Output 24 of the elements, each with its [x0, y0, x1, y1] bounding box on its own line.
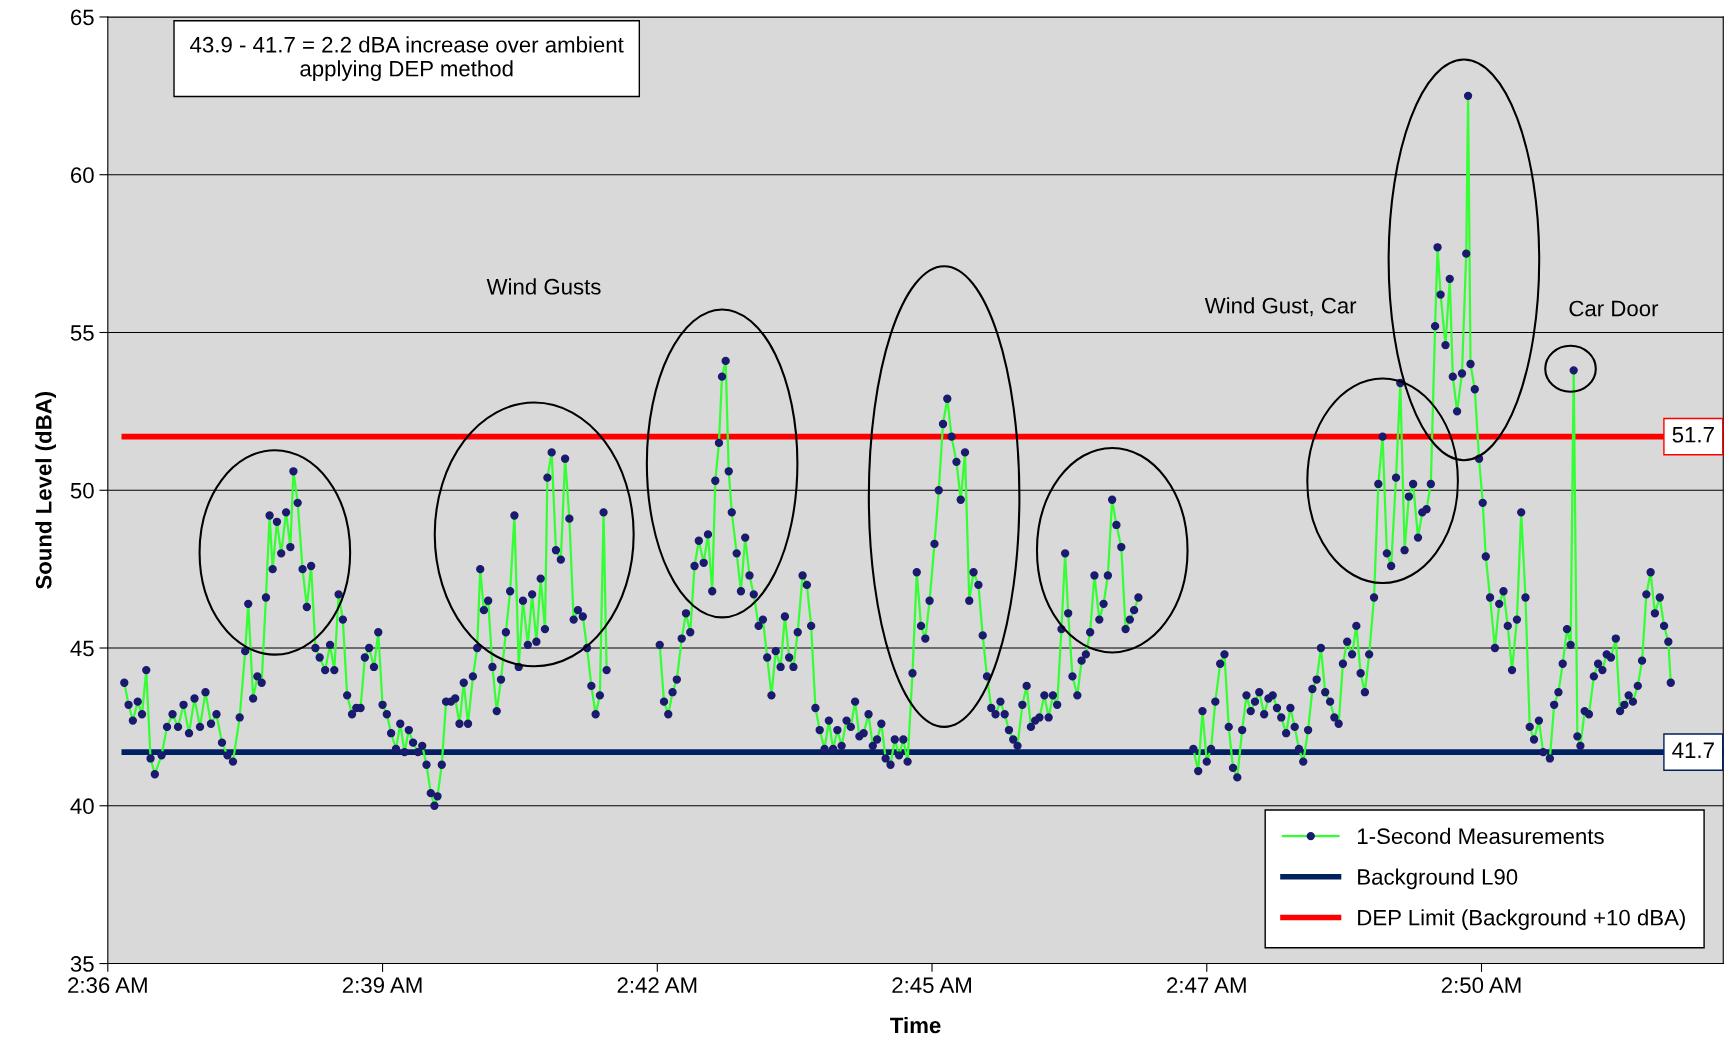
data-label: 41.7 — [1672, 742, 1714, 758]
y-tick-label: 55 — [70, 325, 94, 341]
y-tick-label: 40 — [70, 798, 94, 815]
y-tick-label: 50 — [70, 482, 94, 499]
legend-label: Background L90 — [1358, 868, 1518, 890]
x-tick-label: 2:42 AM — [617, 977, 697, 993]
x-tick-label: 2:50 AM — [1441, 977, 1521, 994]
x-tick-label: 2:39 AM — [342, 977, 422, 994]
y-tick-label: 35 — [70, 956, 94, 972]
data-label: 51.7 — [1672, 427, 1714, 443]
x-tick-label: 2:47 AM — [1167, 977, 1246, 993]
x-tick-label: 2:45 AM — [892, 977, 971, 994]
legend-label: DEP Limit (Background +10 dBA) — [1358, 909, 1685, 930]
annotation: Car Door — [1569, 300, 1659, 317]
y-axis-title: Sound Level (dBA) — [35, 391, 57, 589]
annotation: Wind Gust, Car — [1204, 297, 1357, 317]
y-tick-label: 65 — [71, 9, 94, 26]
x-tick-label: 2:36 AM — [68, 977, 147, 994]
annotation: 43.9 - 41.7 = 2.2 dBA increase over ambient applying DEP method — [190, 36, 624, 81]
y-tick-label: 60 — [71, 167, 94, 183]
annotation: Wind Gusts — [486, 278, 601, 295]
x-axis-title: Time — [890, 1016, 941, 1034]
legend-label: 1-Second Measurements — [1358, 827, 1604, 845]
y-tick-label: 45 — [70, 640, 94, 657]
